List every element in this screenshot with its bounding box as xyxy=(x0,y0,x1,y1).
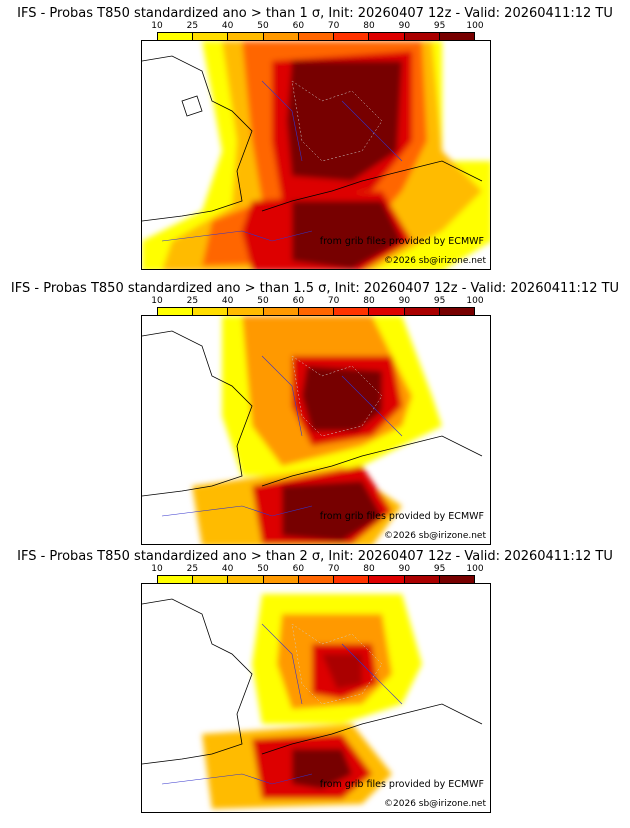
colorbar-swatch xyxy=(334,576,370,583)
colorbar-tick-label: 60 xyxy=(292,296,305,306)
prob-region-95 xyxy=(287,61,402,181)
colorbar-tick-label: 50 xyxy=(257,21,269,31)
panel-title: IFS - Probas T850 standardized ano > tha… xyxy=(10,281,620,296)
admin-borders xyxy=(291,623,383,705)
colorbar-ticks: 10 25 40 50 60 70 80 90 95 100 xyxy=(151,21,483,32)
admin-borders xyxy=(291,80,383,162)
colorbar-tick-label: 25 xyxy=(186,296,199,306)
prob-region-95 xyxy=(282,481,382,541)
credit-source: from grib files provided by ECMWF xyxy=(319,511,484,522)
colorbar-tick-label: 80 xyxy=(363,564,375,574)
colorbar-tick-label: 40 xyxy=(221,564,234,574)
credit-source: from grib files provided by ECMWF xyxy=(319,779,484,790)
panel-title: IFS - Probas T850 standardized ano > tha… xyxy=(17,549,613,564)
colorbar-tick-label: 60 xyxy=(292,564,305,574)
colorbar-swatch xyxy=(439,33,474,40)
map-svg xyxy=(142,41,490,269)
colorbar-swatch xyxy=(228,33,264,40)
colorbar-tick-label: 70 xyxy=(327,564,340,574)
prob-region-95 xyxy=(292,201,402,269)
colorbar-tick-label: 90 xyxy=(398,21,411,31)
prob-region-90 xyxy=(322,654,362,689)
colorbar-tick-label: 10 xyxy=(151,296,163,306)
probability-map: from grib files provided by ECMWF ©2026 … xyxy=(141,315,491,545)
rivers xyxy=(161,80,403,242)
map-panel-1: IFS - Probas T850 standardized ano > tha… xyxy=(0,6,630,276)
rivers xyxy=(161,623,403,785)
probability-map: from grib files provided by ECMWF ©2026 … xyxy=(141,583,491,813)
colorbar-tick-label: 50 xyxy=(257,296,269,306)
colorbar-tick-label: 100 xyxy=(466,564,484,574)
colorbar-ticks: 10 25 40 50 60 70 80 90 95 100 xyxy=(151,296,483,307)
colorbar-tick-label: 10 xyxy=(151,564,163,574)
colorbar-swatch xyxy=(298,576,335,583)
colorbar-swatch xyxy=(404,33,440,40)
colorbar-swatch xyxy=(439,576,474,583)
map-svg xyxy=(142,594,483,809)
colorbar-swatch xyxy=(263,576,299,583)
colorbar-tick-label: 100 xyxy=(466,21,484,31)
coastline xyxy=(142,598,483,765)
coastline xyxy=(142,330,483,497)
colorbar-tick-label: 95 xyxy=(433,21,446,31)
colorbar-swatch xyxy=(334,308,370,315)
colorbar-tick-label: 50 xyxy=(257,564,269,574)
map-svg xyxy=(142,316,483,544)
credit-copyright: ©2026 sb@irizone.net xyxy=(384,531,486,541)
coastline xyxy=(142,55,483,222)
colorbar-tick-label: 60 xyxy=(292,21,305,31)
map-panel-3: IFS - Probas T850 standardized ano > tha… xyxy=(0,549,630,819)
colorbar-tick-label: 90 xyxy=(398,296,411,306)
colorbar-tick-label: 70 xyxy=(327,21,340,31)
colorbar-swatch xyxy=(228,308,264,315)
credit-source: from grib files provided by ECMWF xyxy=(319,236,484,247)
colorbar-tick-label: 80 xyxy=(363,21,375,31)
colorbar-swatch xyxy=(193,308,229,315)
colorbar-tick-label: 95 xyxy=(433,296,446,306)
colorbar-swatch xyxy=(404,308,440,315)
colorbar-swatch xyxy=(158,576,194,583)
colorbar-swatch xyxy=(158,33,194,40)
colorbar-swatch xyxy=(369,308,405,315)
colorbar-ticks: 10 25 40 50 60 70 80 90 95 100 xyxy=(151,564,483,575)
colorbar-tick-label: 95 xyxy=(433,564,446,574)
colorbar-swatch xyxy=(193,33,229,40)
colorbar-tick-label: 70 xyxy=(327,296,340,306)
prob-region-95 xyxy=(292,749,352,789)
colorbar-swatch xyxy=(369,33,405,40)
colorbar: 10 25 40 50 60 70 80 90 95 100 xyxy=(151,564,484,584)
colorbar-tick-label: 90 xyxy=(398,564,411,574)
map-panel-2: IFS - Probas T850 standardized ano > tha… xyxy=(0,281,630,551)
credit-copyright: ©2026 sb@irizone.net xyxy=(384,256,486,266)
colorbar-tick-label: 100 xyxy=(466,296,484,306)
credit-copyright: ©2026 sb@irizone.net xyxy=(384,799,486,809)
colorbar-swatch xyxy=(298,308,335,315)
colorbar-swatch xyxy=(263,33,299,40)
colorbar-swatch xyxy=(298,33,335,40)
colorbar-tick-label: 10 xyxy=(151,21,163,31)
colorbar-swatch xyxy=(228,576,264,583)
colorbar: 10 25 40 50 60 70 80 90 95 100 xyxy=(151,21,484,41)
colorbar-swatch xyxy=(404,576,440,583)
colorbar-swatch xyxy=(334,33,370,40)
probability-map: from grib files provided by ECMWF ©2026 … xyxy=(141,40,491,270)
admin-borders xyxy=(291,355,383,437)
colorbar-tick-label: 80 xyxy=(363,296,375,306)
colorbar-swatch xyxy=(193,576,229,583)
colorbar-swatch xyxy=(158,308,194,315)
colorbar-tick-label: 25 xyxy=(186,21,199,31)
colorbar: 10 25 40 50 60 70 80 90 95 100 xyxy=(151,296,484,316)
colorbar-tick-label: 25 xyxy=(186,564,199,574)
colorbar-swatch xyxy=(263,308,299,315)
colorbar-tick-label: 40 xyxy=(221,296,234,306)
rivers xyxy=(161,355,403,517)
colorbar-swatch xyxy=(369,576,405,583)
colorbar-tick-label: 40 xyxy=(221,21,234,31)
prob-region-95 xyxy=(302,366,382,431)
panel-title: IFS - Probas T850 standardized ano > tha… xyxy=(17,6,613,21)
colorbar-swatch xyxy=(439,308,474,315)
